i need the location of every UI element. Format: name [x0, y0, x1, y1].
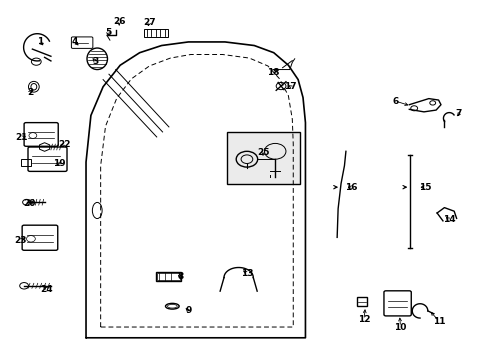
Bar [143, 29, 167, 37]
Text: 15: 15 [418, 183, 430, 192]
Text: 3: 3 [92, 57, 99, 66]
Text: 14: 14 [442, 215, 455, 224]
Text: 16: 16 [345, 183, 357, 192]
Text: 17: 17 [284, 82, 297, 91]
Text: 4: 4 [71, 37, 78, 46]
Bar [157, 273, 179, 280]
Text: 19: 19 [53, 159, 65, 168]
Text: 13: 13 [240, 269, 253, 278]
Text: 9: 9 [185, 306, 191, 315]
Text: 23: 23 [14, 237, 26, 246]
Text: 6: 6 [392, 96, 398, 105]
Text: 5: 5 [104, 28, 111, 37]
Circle shape [20, 283, 28, 289]
Text: 11: 11 [432, 317, 445, 326]
Text: 26: 26 [113, 17, 125, 26]
Bar [356, 297, 366, 306]
Text: 25: 25 [256, 148, 269, 157]
Text: 22: 22 [58, 140, 70, 149]
Text: 7: 7 [455, 109, 461, 118]
Text: 20: 20 [23, 199, 35, 208]
Bar [156, 272, 181, 281]
Text: 8: 8 [178, 272, 184, 281]
Text: 21: 21 [15, 133, 27, 142]
Text: 18: 18 [267, 68, 280, 77]
Text: 2: 2 [27, 87, 33, 96]
Text: 24: 24 [41, 285, 53, 294]
Text: 27: 27 [143, 18, 155, 27]
Text: 12: 12 [357, 315, 369, 324]
Circle shape [22, 199, 30, 205]
Text: 10: 10 [393, 323, 406, 332]
Text: 1: 1 [37, 37, 43, 46]
Bar [21, 159, 31, 166]
Bar [227, 132, 299, 184]
